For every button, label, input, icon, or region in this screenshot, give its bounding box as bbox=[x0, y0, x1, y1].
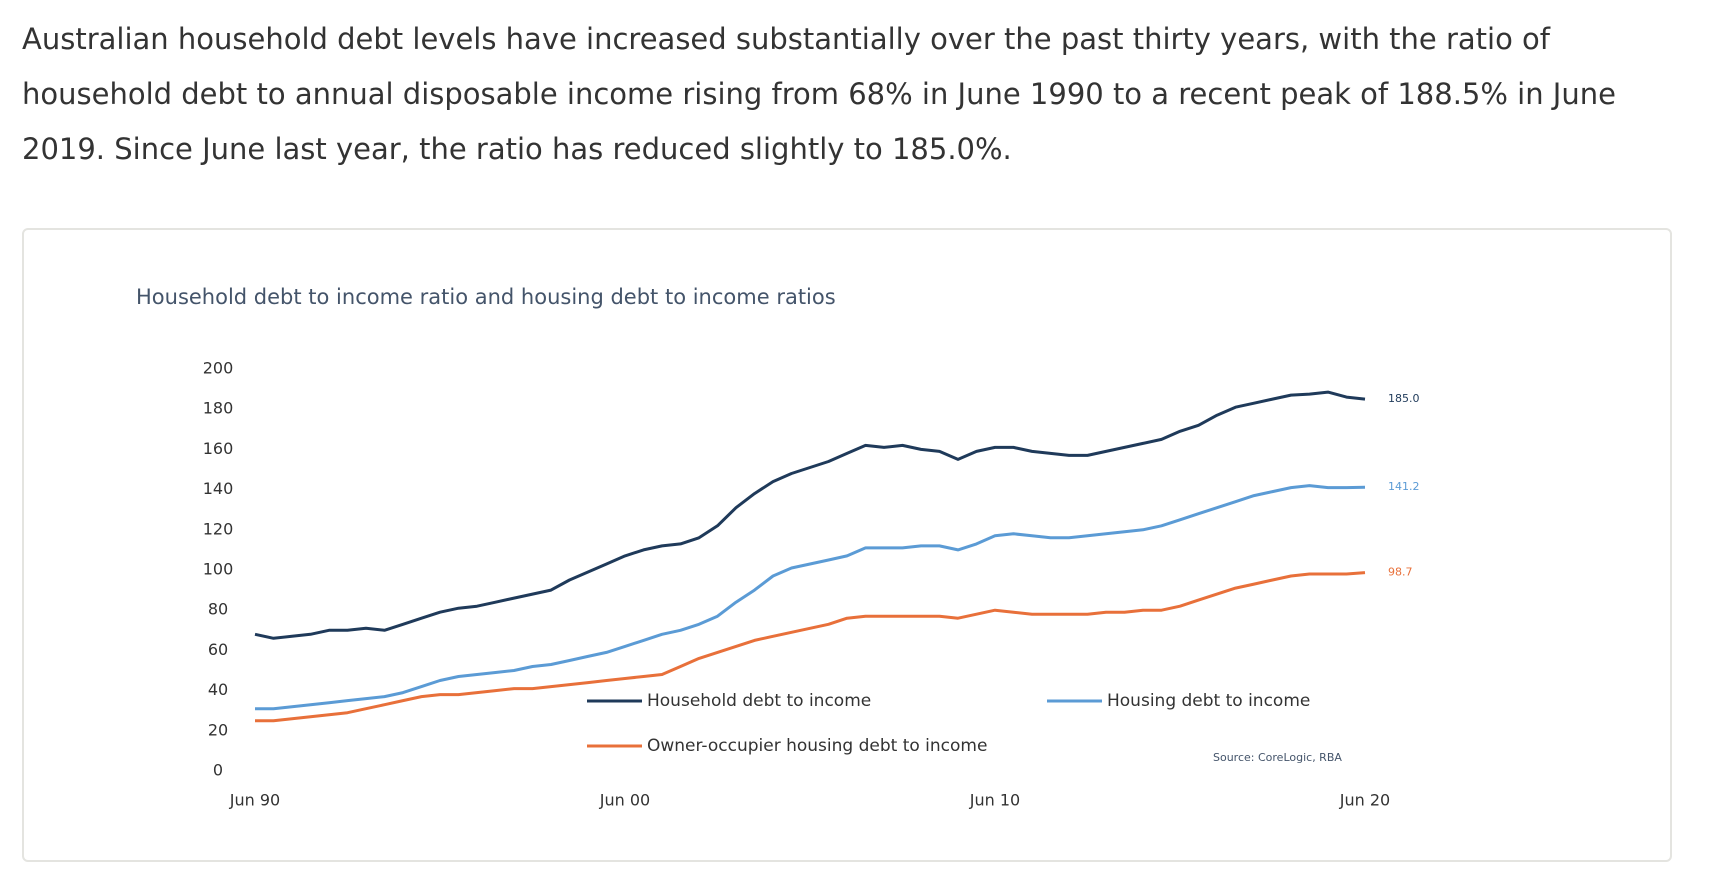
source-note: Source: CoreLogic, RBA bbox=[1213, 751, 1342, 764]
x-tick-label: Jun 10 bbox=[969, 791, 1020, 810]
x-tick-label: Jun 20 bbox=[1339, 791, 1390, 810]
y-tick-label: 120 bbox=[203, 519, 234, 538]
y-tick-label: 40 bbox=[208, 680, 228, 699]
y-tick-label: 100 bbox=[203, 560, 234, 579]
end-value-label: 98.7 bbox=[1388, 566, 1413, 579]
legend-label: Housing debt to income bbox=[1107, 691, 1310, 711]
y-tick-label: 80 bbox=[208, 600, 228, 619]
legend-label: Household debt to income bbox=[647, 691, 871, 711]
y-tick-label: 140 bbox=[203, 479, 234, 498]
chart-frame bbox=[22, 228, 1672, 862]
y-tick-label: 0 bbox=[213, 761, 223, 780]
y-tick-label: 20 bbox=[208, 720, 228, 739]
end-value-label: 141.2 bbox=[1388, 480, 1420, 493]
paragraph: Australian household debt levels have in… bbox=[22, 22, 1616, 166]
legend-label: Owner-occupier housing debt to income bbox=[647, 736, 987, 756]
chart-title: Household debt to income ratio and housi… bbox=[136, 285, 836, 309]
x-tick-label: Jun 90 bbox=[229, 791, 280, 810]
y-tick-label: 180 bbox=[203, 399, 234, 418]
y-tick-label: 160 bbox=[203, 439, 234, 458]
series-line bbox=[255, 571, 1366, 723]
y-tick-label: 60 bbox=[208, 640, 228, 659]
x-tick-label: Jun 00 bbox=[599, 791, 650, 810]
y-tick-label: 200 bbox=[203, 359, 234, 378]
end-value-label: 185.0 bbox=[1388, 392, 1420, 405]
series-line bbox=[255, 484, 1366, 711]
series-line bbox=[254, 390, 1366, 640]
